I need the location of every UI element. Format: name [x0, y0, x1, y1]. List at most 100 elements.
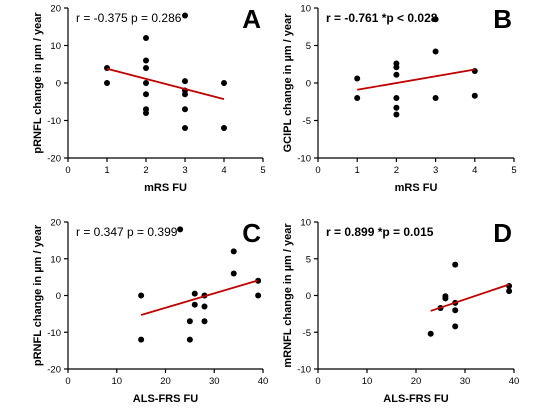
- y-axis-title: pRNFL change in µm / year: [32, 224, 44, 366]
- panel-letter: A: [242, 4, 261, 34]
- data-point: [138, 336, 145, 343]
- y-tick-label: -5: [303, 328, 311, 339]
- data-point: [506, 288, 513, 295]
- data-point: [201, 318, 208, 325]
- data-point: [255, 292, 262, 299]
- correlation-annotation: r = 0.899 *p = 0.015: [326, 225, 434, 239]
- data-point: [143, 110, 149, 116]
- x-tick-label: 30: [209, 376, 220, 387]
- y-tick-label: -10: [47, 328, 61, 339]
- data-point: [143, 80, 149, 86]
- data-point: [230, 248, 237, 255]
- chart-panel-d: 0 10 20 30 40 -10 -5 0 5 10 ALS-FRS FU mRNFL change…: [282, 218, 519, 406]
- chart-panel-c: 0 10 20 30 40 -20 -10 0 10 20 ALS-FRS FU pRNFL chan…: [32, 218, 268, 406]
- x-tick-label: 10: [362, 376, 373, 387]
- y-tick-label: 10: [300, 218, 311, 229]
- regression-line: [140, 279, 259, 316]
- x-tick-label: 40: [509, 376, 520, 387]
- panel-letter: D: [493, 218, 512, 248]
- x-axis-title: mRS FU: [144, 182, 187, 194]
- data-point: [191, 290, 198, 297]
- y-tick-label: 0: [306, 291, 311, 302]
- x-tick-label: 4: [221, 165, 226, 176]
- x-tick-label: 0: [315, 376, 320, 387]
- data-point: [182, 12, 188, 19]
- x-tick-label: 1: [104, 165, 109, 176]
- y-tick-label: 0: [56, 79, 61, 90]
- data-point: [221, 80, 227, 86]
- y-tick-label: 10: [300, 4, 311, 15]
- x-tick-label: 3: [433, 165, 438, 176]
- data-point: [427, 330, 434, 337]
- x-axis-title: ALS-FRS FU: [383, 393, 448, 405]
- x-axis-title: ALS-FRS FU: [133, 393, 198, 405]
- y-axis-title: pRNFL change in µm / year: [32, 12, 44, 154]
- data-point: [393, 95, 400, 101]
- chart-panel-a: 0 1 2 3 4 5 -20 -10 0 10 20 mRS FU pRNFL change in µ…: [32, 4, 266, 195]
- y-tick-label: -10: [297, 154, 311, 165]
- data-point: [182, 125, 188, 131]
- regression-line: [357, 68, 475, 91]
- y-tick-label: -10: [297, 365, 311, 376]
- x-tick-label: 40: [258, 376, 269, 387]
- data-point: [393, 111, 400, 118]
- correlation-annotation: r = -0.375 p = 0.286: [76, 11, 182, 25]
- y-tick-label: 0: [56, 291, 61, 302]
- data-point: [182, 78, 188, 85]
- x-tick-label: 0: [65, 165, 70, 176]
- x-tick-label: 20: [411, 376, 422, 387]
- y-tick-label: 5: [306, 41, 311, 52]
- data-point: [221, 125, 227, 131]
- x-tick-label: 4: [472, 165, 477, 176]
- data-point: [182, 91, 188, 98]
- y-axis-title: GCIPL change in µm / year: [282, 13, 294, 153]
- y-tick-label: -20: [47, 365, 61, 376]
- data-point: [143, 57, 149, 64]
- y-tick-label: 0: [306, 79, 311, 90]
- data-point: [432, 48, 439, 55]
- data-point: [393, 71, 400, 78]
- data-point: [354, 75, 361, 82]
- data-point: [442, 295, 449, 302]
- x-tick-label: 10: [111, 376, 122, 387]
- x-tick-label: 5: [260, 165, 265, 176]
- panel-letter: B: [493, 4, 512, 34]
- y-tick-label: -20: [47, 154, 61, 165]
- x-tick-label: 20: [160, 376, 171, 387]
- data-point: [104, 80, 110, 86]
- data-point: [143, 65, 149, 71]
- data-point: [471, 92, 478, 99]
- regression-line: [106, 67, 225, 100]
- x-axis-title: mRS FU: [395, 182, 438, 194]
- data-point: [471, 68, 478, 74]
- data-point: [452, 307, 459, 314]
- data-point: [201, 303, 208, 310]
- x-tick-label: 30: [460, 376, 471, 387]
- data-point: [186, 336, 193, 343]
- data-point: [191, 301, 198, 308]
- data-point: [177, 226, 184, 233]
- x-tick-label: 3: [182, 165, 187, 176]
- data-point: [452, 261, 459, 268]
- correlation-annotation: r = -0.761 *p < 0.028: [326, 11, 438, 25]
- data-point: [432, 16, 439, 23]
- y-tick-label: -10: [47, 116, 61, 127]
- data-point: [354, 95, 361, 101]
- y-tick-label: 5: [306, 254, 311, 265]
- data-point: [393, 104, 400, 111]
- y-tick-label: 20: [50, 218, 61, 229]
- y-tick-label: 10: [50, 41, 61, 52]
- x-tick-label: 5: [511, 165, 516, 176]
- y-tick-label: -5: [303, 116, 311, 127]
- data-point: [143, 35, 149, 41]
- panel-letter: C: [242, 218, 261, 248]
- chart-panel-b: 0 1 2 3 4 5 -10 -5 0 5 10 mRS FU GCIPL change in µm …: [282, 4, 517, 195]
- data-point: [230, 270, 237, 277]
- data-point: [393, 64, 400, 71]
- regression-line: [430, 283, 510, 312]
- data-point: [452, 323, 459, 330]
- data-point: [186, 318, 193, 325]
- x-tick-label: 2: [143, 165, 148, 176]
- correlation-annotation: r = 0.347 p = 0.399: [76, 225, 178, 239]
